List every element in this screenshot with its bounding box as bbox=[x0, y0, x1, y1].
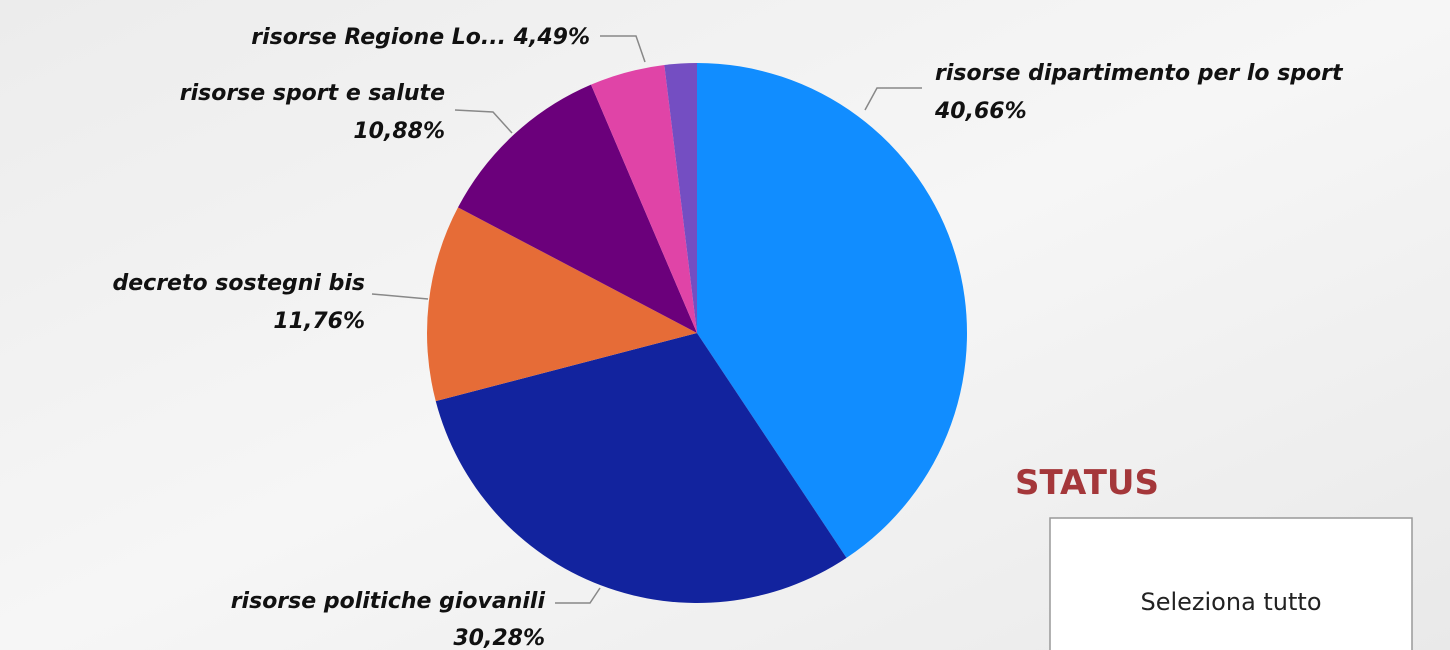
pie-slice bbox=[427, 207, 697, 402]
value-label: 40,66% bbox=[934, 99, 1027, 124]
value-label: 11,76% bbox=[273, 309, 365, 334]
category-label: risorse dipartimento per lo sport bbox=[935, 61, 1344, 86]
leader-line bbox=[454, 109, 513, 134]
value-label: 4,49% bbox=[513, 25, 590, 50]
slicer-item[interactable]: Seleziona tutto bbox=[1140, 588, 1321, 616]
category-label: risorse sport e salute bbox=[180, 81, 445, 106]
pie-slice bbox=[457, 84, 697, 334]
value-label: 10,88% bbox=[353, 119, 445, 144]
category-label: risorse Regione Lo... bbox=[251, 25, 506, 50]
category-label: risorse politiche giovanili bbox=[231, 589, 546, 614]
value-label: 30,28% bbox=[453, 626, 545, 650]
pie-slice bbox=[591, 64, 697, 333]
slicer-box bbox=[1049, 517, 1413, 650]
slicer-title: STATUS bbox=[1015, 463, 1159, 503]
pie-slice bbox=[697, 63, 967, 558]
data-label: risorse Regione Lo... 4,49% bbox=[251, 25, 590, 50]
leader-line bbox=[371, 293, 429, 300]
pie-slice bbox=[664, 63, 697, 333]
leader-line bbox=[555, 587, 601, 604]
category-label: decreto sostegni bis bbox=[112, 271, 365, 296]
leader-line bbox=[600, 35, 646, 63]
leader-line bbox=[864, 87, 922, 111]
pie-slice bbox=[435, 333, 847, 603]
